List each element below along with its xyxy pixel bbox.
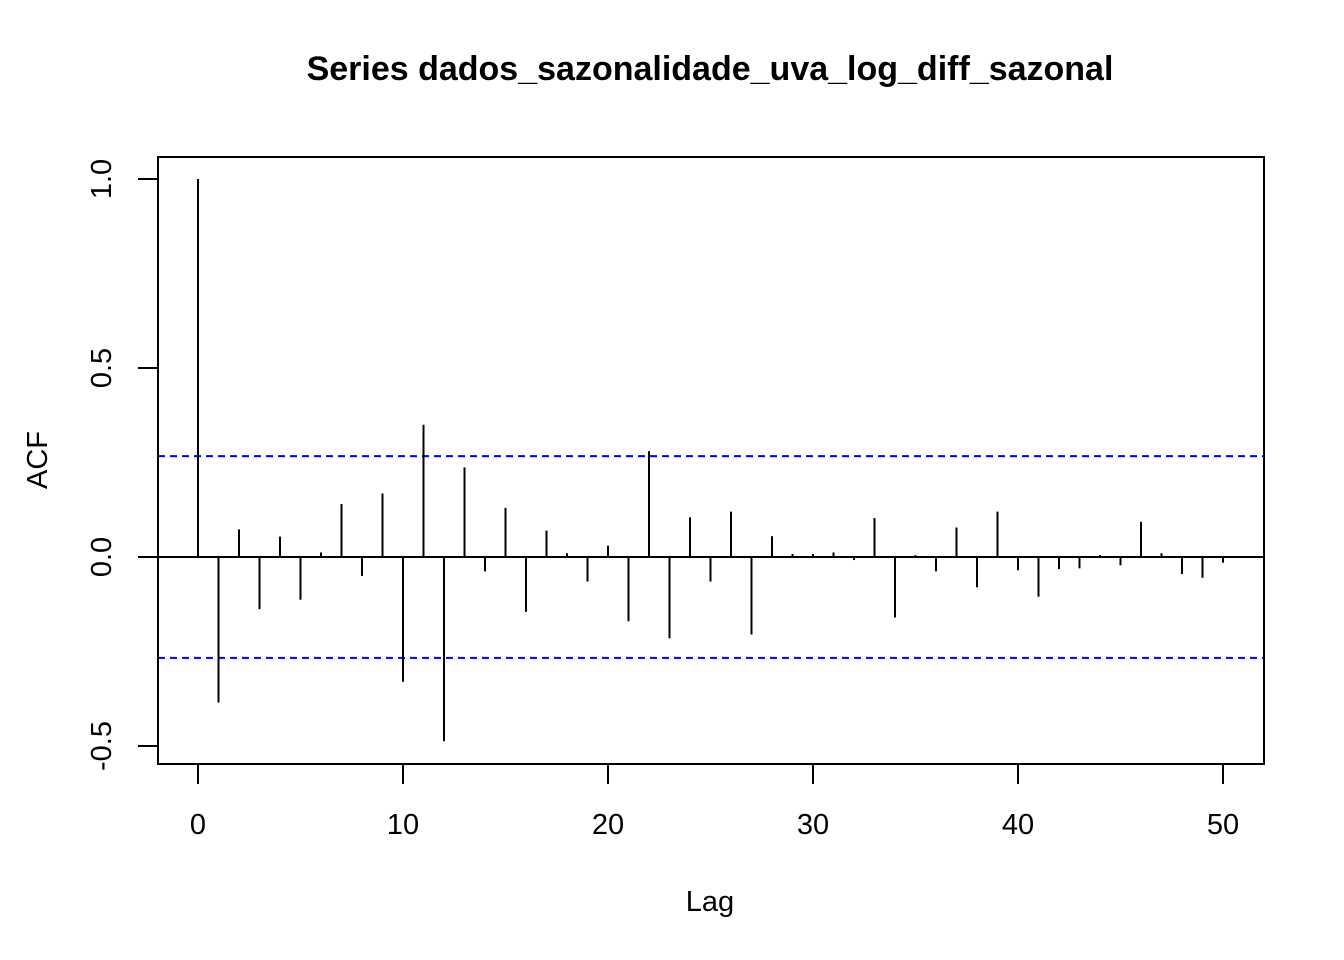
x-axis-label: Lag xyxy=(686,886,734,918)
x-tick-label: 50 xyxy=(1207,809,1239,841)
y-tick-label: 0.0 xyxy=(86,537,118,577)
x-tick-label: 10 xyxy=(387,809,419,841)
x-tick-label: 40 xyxy=(1002,809,1034,841)
x-tick-label: 0 xyxy=(190,809,206,841)
y-axis-label: ACF xyxy=(22,431,54,489)
x-tick-label: 20 xyxy=(592,809,624,841)
x-axis: 0 10 20 30 40 50 xyxy=(190,763,1239,841)
y-tick-label: 0.5 xyxy=(86,348,118,388)
plot-frame xyxy=(157,156,1265,765)
y-tick-label: -0.5 xyxy=(86,721,118,771)
x-tick-label: 30 xyxy=(797,809,829,841)
chart-title: Series dados_sazonalidade_uva_log_diff_s… xyxy=(307,50,1114,88)
confidence-bounds xyxy=(158,455,1264,659)
acf-bars xyxy=(197,179,1224,742)
y-axis: -0.5 0.0 0.5 1.0 xyxy=(86,159,159,771)
y-tick-label: 1.0 xyxy=(86,159,118,199)
